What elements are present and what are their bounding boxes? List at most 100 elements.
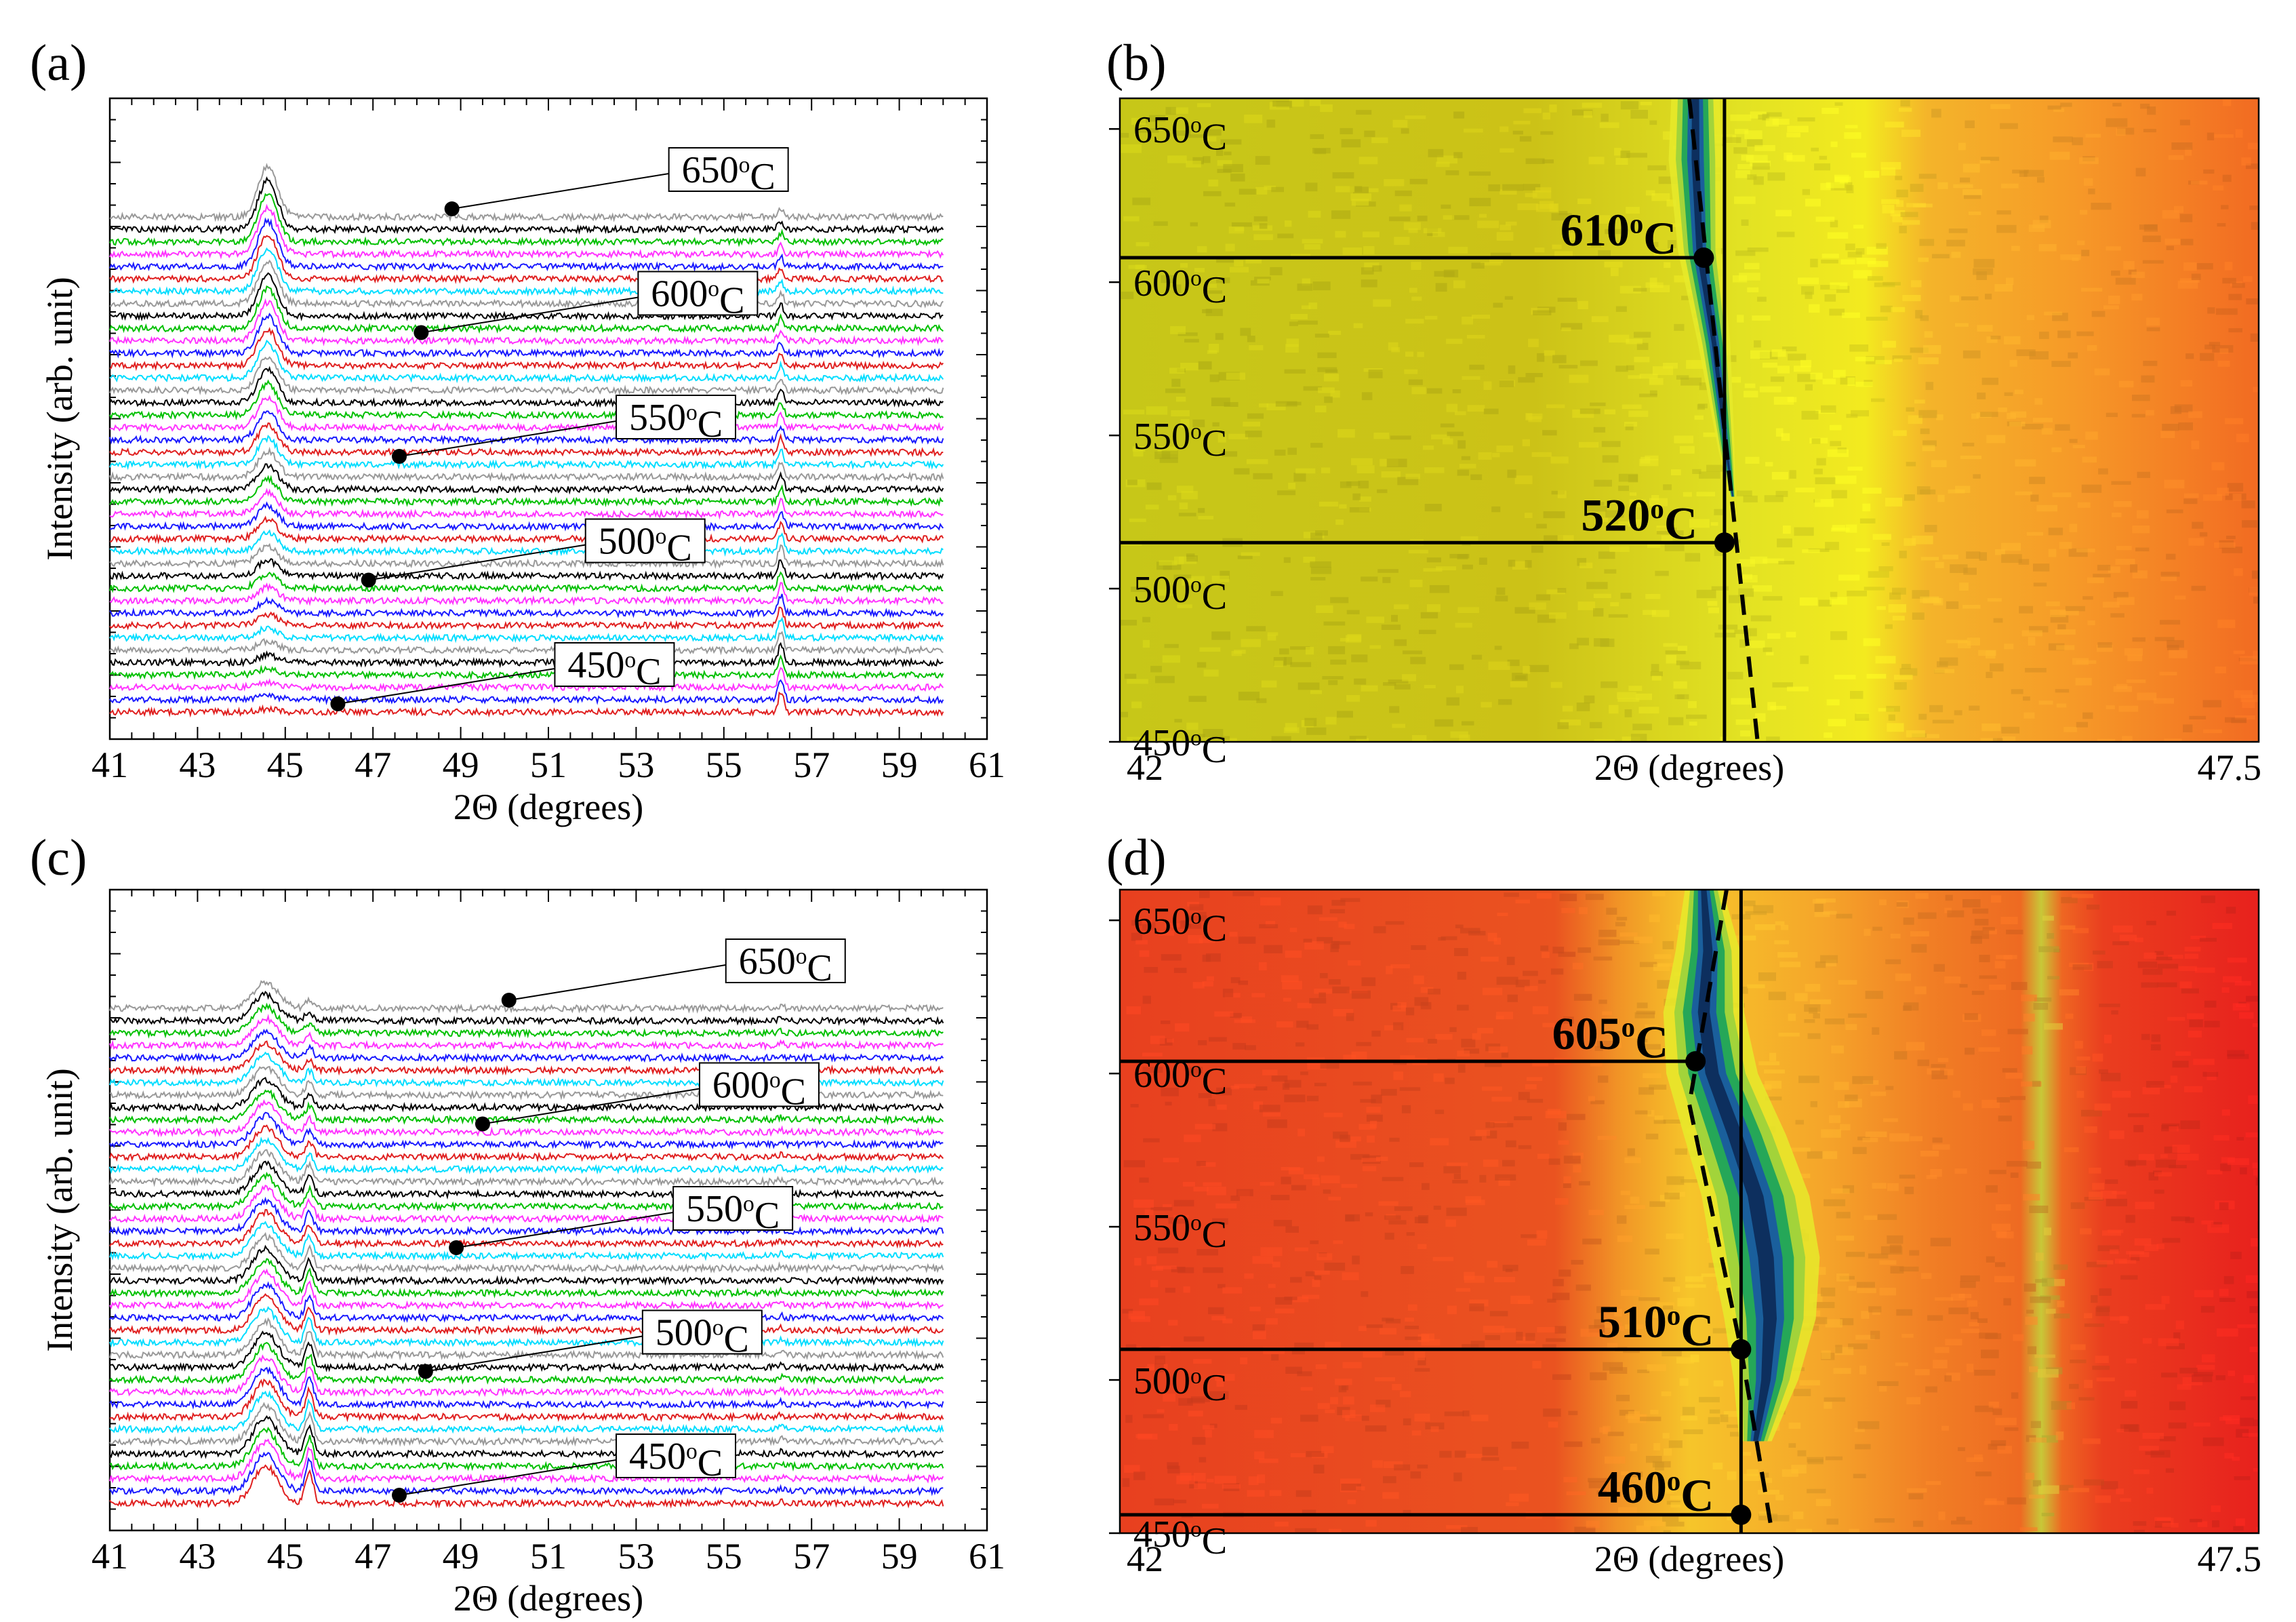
x-tick-label: 51 xyxy=(530,745,567,785)
heatmap-speckle xyxy=(1546,1338,1566,1342)
heatmap-speckle xyxy=(1253,234,1273,241)
heatmap-speckle xyxy=(1986,435,2006,443)
heatmap-speckle xyxy=(2142,1338,2152,1344)
heatmap-speckle xyxy=(1762,362,1777,368)
heatmap-speckle xyxy=(2048,549,2057,557)
heatmap-speckle xyxy=(1979,552,1987,561)
heatmap-speckle xyxy=(1744,383,1756,389)
heatmap-speckle xyxy=(2084,1379,2093,1389)
heatmap-speckle xyxy=(1892,355,1912,360)
heatmap-speckle xyxy=(1967,1300,1978,1307)
panel-c-letter: (c) xyxy=(30,829,87,886)
temperature-marker xyxy=(330,696,346,711)
heatmap-speckle xyxy=(1289,321,1298,326)
heatmap-speckle xyxy=(2050,614,2069,623)
heatmap-speckle xyxy=(1809,999,1832,1004)
heatmap-speckle xyxy=(2125,1214,2135,1223)
heatmap-speckle xyxy=(2256,1527,2259,1532)
heatmap-speckle xyxy=(2204,1000,2217,1008)
heatmap-speckle xyxy=(1430,1138,1449,1146)
heatmap-speckle xyxy=(1550,681,1563,688)
heatmap-speckle xyxy=(1194,268,1205,273)
heatmap-speckle xyxy=(1914,1369,1930,1376)
heatmap-speckle xyxy=(1943,1069,1954,1075)
heatmap-speckle xyxy=(1703,432,1720,437)
heatmap-speckle xyxy=(1978,1047,2000,1052)
heatmap-speckle xyxy=(1350,186,1363,193)
heatmap-speckle xyxy=(2253,650,2259,660)
x-axis-title: 2Θ (degrees) xyxy=(454,1578,643,1619)
heatmap-speckle xyxy=(1176,486,1194,493)
heatmap-speckle xyxy=(1937,1058,1949,1063)
heatmap-speckle xyxy=(1321,1446,1334,1453)
heatmap-speckle xyxy=(1558,1269,1571,1277)
heatmap-speckle xyxy=(1558,951,1576,957)
heatmap-speckle xyxy=(1156,561,1172,570)
heatmap-speckle xyxy=(1189,576,1205,583)
heatmap-speckle xyxy=(2095,1307,2110,1316)
spectrum-trace xyxy=(109,1160,944,1200)
heatmap-speckle xyxy=(1283,557,1291,563)
heatmap-speckle xyxy=(2035,1279,2047,1283)
heatmap-speckle xyxy=(2219,1202,2229,1210)
heatmap-speckle xyxy=(2113,501,2132,507)
heatmap-speckle xyxy=(1241,552,1260,556)
heatmap-speckle xyxy=(1131,701,1142,709)
heatmap-speckle xyxy=(1310,443,1323,448)
heatmap-speckle xyxy=(1830,282,1848,290)
plot-frame xyxy=(108,97,988,740)
heatmap-speckle xyxy=(1184,1336,1205,1342)
heatmap-speckle xyxy=(1809,1007,1818,1014)
heatmap-speckle xyxy=(2116,546,2132,551)
heatmap-speckle xyxy=(1626,207,1640,214)
heatmap-speckle xyxy=(1417,1244,1427,1249)
heatmap-speckle xyxy=(1772,682,1793,688)
heatmap-speckle xyxy=(1734,196,1756,204)
heatmap-speckle xyxy=(1230,173,1245,182)
heatmap-speckle xyxy=(1538,980,1546,984)
heatmap-speckle xyxy=(1572,109,1593,116)
heatmap-speckle xyxy=(1638,1297,1660,1301)
heatmap-speckle xyxy=(2221,1109,2230,1116)
heatmap-speckle xyxy=(1941,1425,1949,1431)
heatmap-speckle xyxy=(1274,1522,1289,1527)
heatmap-speckle xyxy=(1304,717,1317,726)
spectrum-trace xyxy=(109,1196,944,1237)
heatmap-speckle xyxy=(1879,1288,1897,1296)
heatmap-speckle xyxy=(2053,136,2073,142)
heatmap-speckle xyxy=(1827,449,1849,457)
heatmap-speckle xyxy=(1889,1244,1901,1253)
heatmap-speckle xyxy=(1649,1201,1666,1207)
heatmap-speckle xyxy=(1527,1099,1544,1103)
spectrum-trace xyxy=(109,1268,944,1311)
heatmap-speckle xyxy=(1573,993,1592,1001)
heatmap-speckle xyxy=(1958,1294,1972,1299)
heatmap-speckle xyxy=(1121,292,1134,300)
heatmap-speckle xyxy=(1649,378,1664,385)
heatmap-speckle xyxy=(1796,1528,1813,1533)
heatmap-speckle xyxy=(1435,1033,1453,1040)
heatmap-speckle xyxy=(1850,690,1864,699)
heatmap-speckle xyxy=(2172,1145,2190,1153)
heatmap-speckle xyxy=(1394,237,1410,245)
heatmap-speckle xyxy=(1645,1248,1659,1254)
heatmap-speckle xyxy=(2250,333,2259,342)
heatmap-speckle xyxy=(1743,1473,1760,1481)
heatmap-speckle xyxy=(1643,610,1657,615)
heatmap-speckle xyxy=(1542,1023,1555,1027)
heatmap-speckle xyxy=(1272,1261,1281,1268)
heatmap-speckle xyxy=(1643,1044,1661,1050)
heatmap-speckle xyxy=(2069,523,2078,532)
heatmap-speckle xyxy=(1165,388,1186,393)
heatmap-speckle xyxy=(1493,937,1501,945)
heatmap-speckle xyxy=(2086,905,2100,910)
heatmap-speckle xyxy=(2241,500,2255,509)
heatmap-speckle xyxy=(1661,1350,1682,1357)
heatmap-speckle xyxy=(1636,693,1652,700)
heatmap-speckle xyxy=(1580,1328,1600,1337)
heatmap-speckle xyxy=(2253,1468,2259,1472)
heatmap-speckle xyxy=(2219,1298,2236,1302)
heatmap-speckle xyxy=(1525,373,1543,378)
heatmap-speckle xyxy=(1414,1368,1430,1372)
heatmap-speckle xyxy=(2112,102,2122,106)
